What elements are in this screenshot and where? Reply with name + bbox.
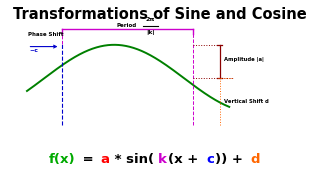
Text: f(x): f(x) [49,153,75,166]
Text: (x +: (x + [168,153,203,166]
Text: * sin(: * sin( [110,153,154,166]
Text: Transformations of Sine and Cosine: Transformations of Sine and Cosine [13,7,307,22]
Text: )) +: )) + [215,153,247,166]
Text: d: d [250,153,260,166]
Text: |k|: |k| [146,30,155,35]
Text: Phase Shift: Phase Shift [28,32,63,37]
Text: Amplitude |a|: Amplitude |a| [224,57,264,62]
Text: k: k [158,153,167,166]
Text: =: = [78,153,98,166]
Text: −c: −c [30,48,39,53]
Text: c: c [206,153,214,166]
Text: a: a [100,153,109,166]
Text: Vertical Shift d: Vertical Shift d [224,100,268,104]
Text: 2π: 2π [146,17,155,22]
Text: Period: Period [116,23,137,28]
